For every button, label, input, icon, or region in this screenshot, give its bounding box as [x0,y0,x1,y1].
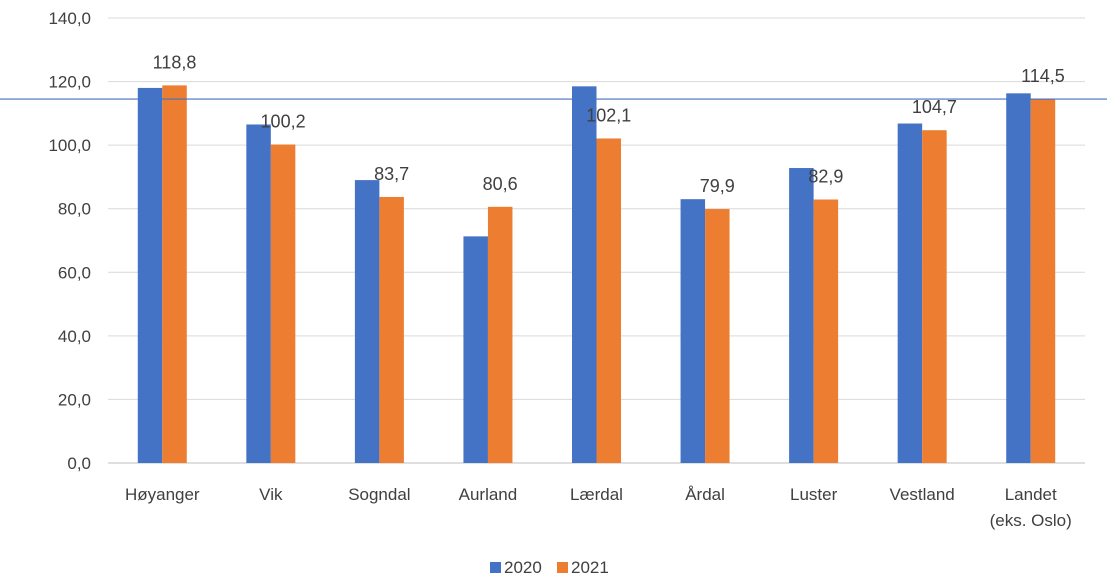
legend-swatch-2020 [490,562,501,573]
bar-2021 [1030,99,1056,463]
data-label: 82,9 [808,166,843,186]
bar-2020 [137,87,163,463]
data-label: 83,7 [374,164,409,184]
bar-2021 [705,209,730,463]
bar-2021 [379,196,404,464]
bar-2021 [813,199,839,463]
x-tick-label: Sogndal [348,485,410,504]
x-axis: Høyanger Vik Sogndal Aurland Lærdal Årdal Lust… [125,485,1072,530]
legend-label: 2020 [504,558,542,577]
x-tick-label: Årdal [685,485,725,504]
data-labels: 118,8 100,2 83,7 80,6 102,1 79,9 82,9 104,7 114,… [153,52,1065,196]
y-tick-label: 100,0 [48,136,91,155]
x-tick-label: Vik [259,485,283,504]
y-tick-label: 120,0 [48,73,91,92]
legend-label: 2021 [571,558,609,577]
bar-2020 [463,236,488,463]
x-tick-label: Vestland [890,485,955,504]
x-tick-label: Høyanger [125,485,200,504]
y-tick-label: 140,0 [48,9,91,28]
x-tick-label: Luster [790,485,838,504]
y-tick-label: 80,0 [58,200,91,219]
y-axis: 0,0 20,0 40,0 60,0 80,0 100,0 120,0 140,0 [48,9,91,473]
bar-2020 [354,180,380,463]
data-label: 104,7 [912,97,957,117]
bar-2020 [246,124,271,463]
bar-2021 [270,144,296,463]
x-tick-label: Lærdal [570,485,623,504]
bar-2021 [596,138,621,464]
bar-2020 [1006,93,1031,463]
y-tick-label: 0,0 [67,454,91,473]
bar-2021 [162,85,187,463]
data-label: 118,8 [153,52,197,72]
bars [137,85,1056,464]
y-tick-label: 40,0 [58,327,91,346]
bar-2020 [680,199,706,463]
x-tick-label: Landet (eks. Oslo) [990,485,1072,530]
data-label: 102,1 [586,105,631,125]
data-label: 80,6 [483,174,518,194]
bar-2020 [572,86,597,463]
bar-2021 [487,206,513,464]
data-label: 100,2 [261,112,306,132]
bar-2021 [922,130,947,464]
legend-swatch-2021 [557,562,568,573]
y-tick-label: 60,0 [58,263,91,282]
bar-2020 [897,123,923,464]
x-tick-label: Aurland [459,485,518,504]
legend: 2020 2021 [490,558,609,577]
bar-2020 [789,168,814,463]
data-label: 79,9 [700,176,735,196]
y-tick-label: 20,0 [58,390,91,409]
data-label: 114,5 [1021,66,1065,86]
